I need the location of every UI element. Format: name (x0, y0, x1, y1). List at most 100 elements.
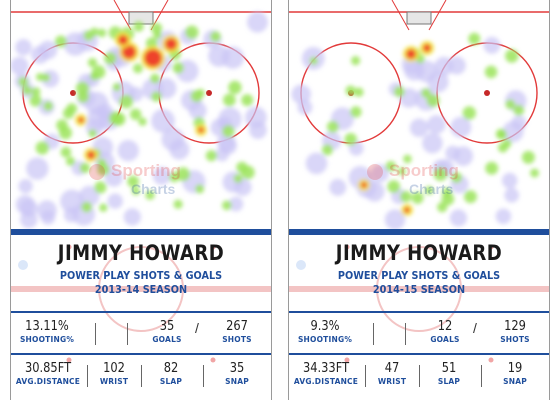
shot-hotspot (165, 38, 177, 50)
shot-halo (26, 157, 49, 180)
shot-halo (15, 195, 35, 214)
shot-density (176, 167, 191, 182)
stat-shots: 129 SHOTS (481, 313, 549, 351)
stats-row-summary: 9.3% SHOOTING% 12 GOALS / 129 SHOTS (289, 311, 549, 351)
shot-density (29, 94, 42, 107)
shot-density (81, 201, 92, 213)
shot-density (150, 73, 160, 84)
stat-slap: 82 SLAP (143, 355, 199, 393)
shot-density (228, 80, 242, 95)
shot-density (185, 25, 199, 39)
shot-density (344, 133, 357, 146)
shot-halo (152, 166, 171, 185)
shot-density (345, 85, 356, 96)
stat-label: WRIST (377, 377, 407, 386)
stat-label: SHOOTING% (19, 335, 75, 344)
shot-density (172, 62, 184, 74)
shot-density (484, 65, 498, 79)
watermark: Sporting Charts (89, 161, 181, 197)
shot-halo (504, 187, 520, 203)
watermark-text-1: Sporting (389, 161, 459, 180)
slash-divider: / (473, 320, 477, 336)
shot-density (468, 32, 481, 45)
separator (481, 365, 482, 387)
stat-label: AVG.DISTANCE (15, 377, 81, 386)
shot-halo (123, 208, 141, 226)
shot-density (437, 202, 448, 213)
shot-halo (107, 193, 123, 209)
shot-halo (453, 146, 474, 167)
shot-density (87, 58, 98, 68)
shot-density (56, 119, 68, 131)
stat-avg-distance: 34.33FT AVG.DISTANCE (289, 355, 363, 393)
watermark-text-1: Sporting (111, 161, 181, 180)
shot-density (309, 56, 318, 65)
stat-goals: 12 GOALS (415, 313, 475, 351)
shot-density (150, 22, 163, 35)
shot-halo (228, 196, 244, 212)
stats-row-breakdown: 30.85FT AVG.DISTANCE 102 WRIST 82 SLAP 3… (11, 353, 271, 393)
stat-label: SNAP (503, 377, 527, 386)
stat-label: SHOOTING% (297, 335, 353, 344)
shot-density (99, 203, 108, 212)
shot-halo (501, 172, 518, 189)
shot-density (210, 31, 221, 42)
shot-density (97, 28, 107, 38)
separator (95, 323, 96, 345)
crease-line-left (113, 0, 132, 31)
stat-value: 35 (159, 319, 175, 334)
shot-density (421, 88, 431, 98)
shot-density (79, 162, 91, 174)
shot-halo (305, 152, 328, 175)
shot-hotspot (87, 151, 95, 159)
shot-halo (188, 101, 207, 120)
stat-value: 9.3% (310, 319, 340, 334)
crease-line-left (391, 0, 410, 31)
shot-halo (449, 209, 468, 227)
shot-hotspot (144, 49, 162, 67)
stats-row-breakdown: 34.33FT AVG.DISTANCE 47 WRIST 51 SLAP 19… (289, 353, 549, 393)
chart-subtitle: POWER PLAY SHOTS & GOALS 2013-14 SEASON (27, 269, 256, 297)
faceoff-dot-right (484, 90, 490, 96)
faceoff-dot-left (70, 90, 76, 96)
shot-halo (422, 132, 443, 154)
shot-density (169, 172, 180, 183)
shot-halo (15, 39, 32, 56)
shot-density (133, 63, 143, 74)
shot-density (241, 94, 254, 107)
subtitle-line-1: POWER PLAY SHOTS & GOALS (337, 269, 501, 282)
shot-halo (329, 178, 347, 196)
player-name: JIMMY HOWARD (57, 241, 225, 265)
goal-net (406, 11, 432, 25)
separator (203, 365, 204, 387)
shot-halo (78, 185, 100, 207)
shot-halo (371, 164, 389, 183)
shot-density (138, 117, 147, 126)
shot-halo (11, 56, 29, 76)
shot-halo (117, 139, 139, 162)
shot-density (393, 86, 405, 98)
watermark: Sporting Charts (367, 161, 459, 197)
season-label: 2014-15 SEASON (372, 283, 466, 296)
shot-halo (495, 208, 512, 225)
shot-density (321, 144, 333, 156)
shot-density (22, 85, 32, 96)
shot-density (241, 165, 255, 180)
stat-snap: 19 SNAP (485, 355, 545, 393)
shot-density (145, 190, 155, 200)
shot-density (54, 35, 67, 48)
stat-value: 267 (226, 319, 248, 334)
shot-density (129, 108, 142, 121)
shot-card-2014-15: Sporting Charts JIMMY HOWARD POWER PLAY … (288, 0, 550, 400)
stat-avg-distance: 30.85FT AVG.DISTANCE (11, 355, 85, 393)
shot-density (88, 129, 97, 138)
shot-halo (450, 116, 472, 138)
stat-value: 35 (229, 361, 245, 376)
shot-halo (483, 36, 501, 54)
stat-wrist: 102 WRIST (89, 355, 139, 393)
shot-density (31, 87, 41, 97)
rink-center-decoration (289, 244, 549, 363)
shot-density (400, 190, 412, 203)
shot-density (505, 99, 516, 110)
shot-density (354, 87, 364, 97)
